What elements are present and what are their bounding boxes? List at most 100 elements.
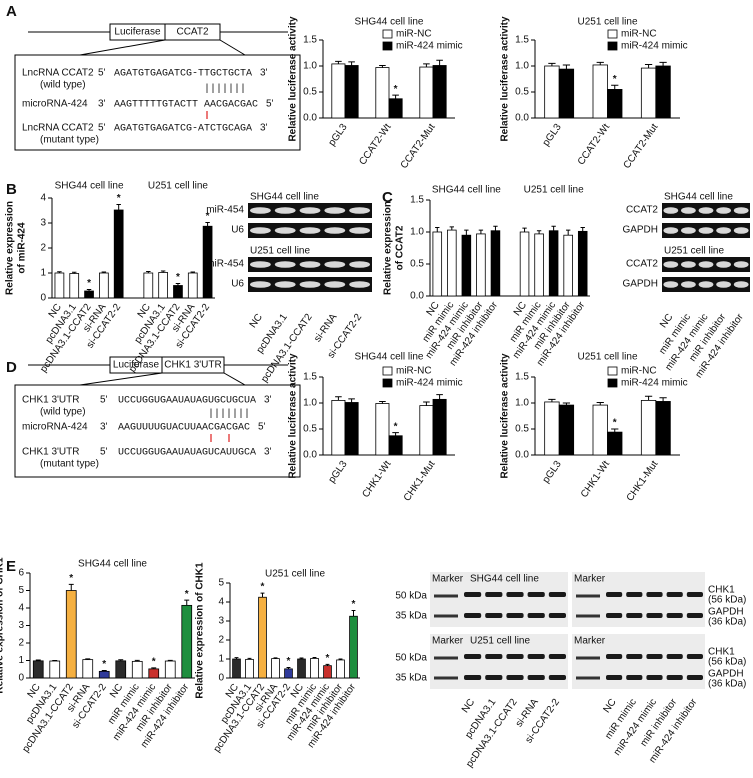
- y-tick-label: 1.0: [303, 61, 317, 72]
- error-bar: [312, 656, 317, 659]
- bar: [490, 230, 501, 297]
- bar: [143, 272, 154, 299]
- blot-band: [299, 227, 321, 234]
- blot-band: [349, 261, 371, 268]
- bar: [432, 231, 443, 297]
- bar: [69, 273, 80, 299]
- error-bar: [351, 610, 356, 617]
- blot-band: [548, 613, 566, 618]
- zoom-line: [79, 39, 166, 56]
- blot-band: [464, 613, 482, 618]
- bar: [84, 290, 94, 299]
- sequence: UCCUGGUGAAUAUAGUGCUGCUA: [118, 396, 256, 407]
- sequence-note: (wild type): [40, 80, 86, 91]
- error-bar: [611, 428, 619, 433]
- legend-label: miR-424 mimic: [396, 378, 463, 389]
- error-bar: [379, 64, 386, 68]
- blot-band: [349, 207, 371, 214]
- sequence-note: (wild type): [40, 407, 86, 418]
- blot-band: [249, 207, 271, 214]
- sequence-end: 5': [258, 422, 266, 433]
- chart-title: SHG44 cell line: [78, 559, 147, 570]
- error-bar: [392, 432, 399, 436]
- error-bar: [562, 402, 571, 406]
- y-tick-label: 0.5: [515, 424, 529, 435]
- kda-label: 35 kDa: [395, 611, 427, 622]
- blot-band: [548, 654, 566, 659]
- group-title: SHG44 cell line: [432, 185, 501, 196]
- y-tick-label: 1.0: [410, 227, 424, 238]
- y-tick-label: 1.5: [303, 35, 317, 46]
- construct-box: [164, 23, 221, 41]
- error-bar: [338, 658, 343, 660]
- bar: [432, 65, 447, 119]
- blot-band: [666, 613, 683, 618]
- sequence-end: 3': [264, 447, 272, 458]
- bar: [99, 272, 109, 299]
- error-bar: [522, 227, 527, 232]
- blot-band: [274, 281, 296, 288]
- panel-label: D: [6, 359, 17, 376]
- error-bar: [436, 394, 443, 400]
- blot-band: [606, 654, 623, 659]
- bar: [173, 285, 183, 299]
- significance-mark: *: [176, 272, 180, 283]
- blot-row-label: CCAT2: [626, 259, 658, 270]
- sequence: AGATGTGAGATCG-TTGCTGCTA: [114, 69, 252, 80]
- y-tick-label: 1: [18, 655, 24, 666]
- blot-row-label: U6: [231, 225, 244, 236]
- blot-band: [626, 654, 643, 659]
- sequence-end: 5': [98, 123, 106, 134]
- error-bar: [379, 400, 386, 404]
- error-bar: [335, 60, 342, 64]
- blot-band: [249, 227, 271, 234]
- blot-band: [506, 613, 524, 618]
- band-label: (36 kDa): [708, 679, 746, 690]
- significance-mark: *: [326, 653, 330, 664]
- chart-title: SHG44 cell line: [355, 17, 424, 28]
- construct-box: [161, 356, 225, 374]
- blot-band: [733, 261, 749, 268]
- y-tick-label: 0.5: [515, 87, 529, 98]
- panel-label: E: [6, 558, 16, 575]
- blot-title: SHG44 cell line: [664, 192, 733, 203]
- blot-band: [733, 227, 749, 234]
- error-bar: [299, 657, 304, 659]
- error-bar: [325, 663, 330, 666]
- error-bar: [659, 397, 667, 402]
- blot-band: [716, 281, 731, 288]
- bar: [65, 590, 77, 679]
- sequence-name: microRNA-424: [22, 99, 88, 110]
- error-bar: [580, 227, 585, 232]
- blot-band: [626, 675, 643, 680]
- y-axis-label: Relative expression of CHK1: [195, 562, 206, 699]
- bar: [388, 98, 403, 119]
- error-bar: [548, 398, 556, 402]
- bar: [310, 658, 319, 679]
- bar: [419, 405, 434, 456]
- significance-mark: *: [352, 599, 356, 610]
- y-tick-label: 4: [40, 193, 46, 204]
- error-bar: [68, 583, 74, 591]
- legend-swatch: [607, 366, 618, 376]
- error-bar: [85, 658, 91, 660]
- marker-band: [576, 614, 600, 618]
- bar: [344, 402, 359, 456]
- error-bar: [392, 94, 399, 99]
- error-bar: [151, 667, 157, 669]
- significance-mark: *: [152, 656, 156, 667]
- bar: [245, 658, 254, 679]
- sequence-end: 5': [100, 395, 108, 406]
- bar: [592, 404, 608, 456]
- bar: [113, 209, 124, 299]
- marker-band: [576, 656, 600, 660]
- group-title: SHG44 cell line: [55, 181, 124, 192]
- y-tick-label: 1: [40, 268, 46, 279]
- blot-band: [626, 613, 643, 618]
- blot-band: [249, 281, 271, 288]
- bar: [640, 399, 657, 456]
- error-bar: [101, 669, 107, 672]
- bar: [131, 660, 143, 679]
- sequence-end: 3': [98, 99, 106, 110]
- blot-band: [274, 261, 296, 268]
